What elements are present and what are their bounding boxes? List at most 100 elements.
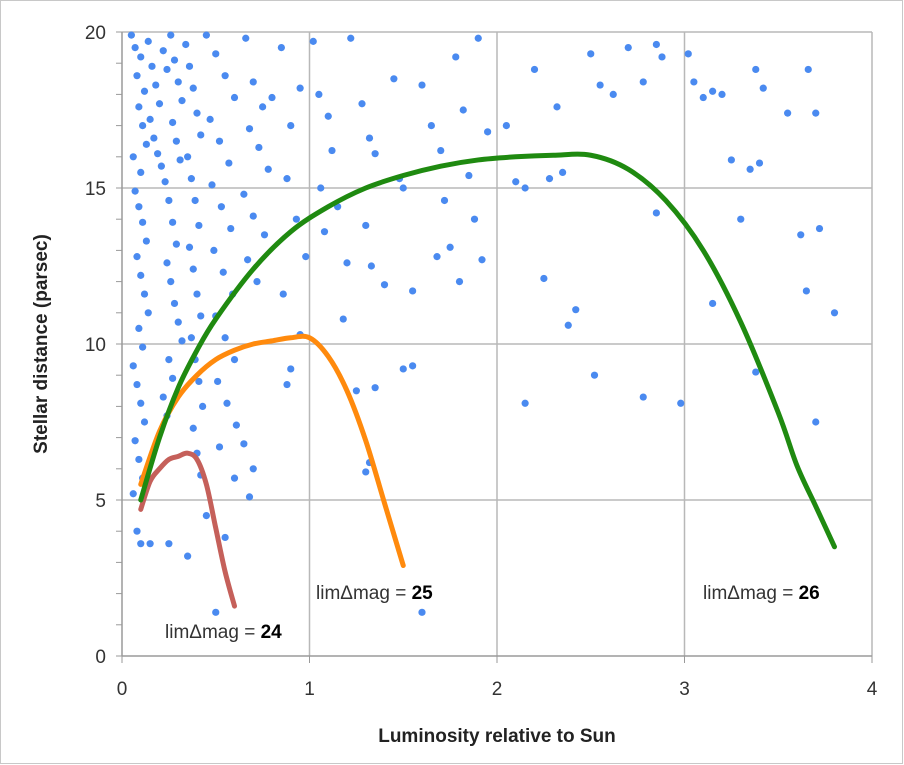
data-point (140, 87, 149, 95)
data-point (502, 122, 510, 130)
data-point (165, 540, 173, 548)
data-point (214, 377, 222, 386)
data-point (189, 265, 197, 273)
data-point (137, 540, 145, 548)
data-point (202, 31, 210, 39)
data-point (328, 146, 336, 155)
data-point (812, 418, 820, 426)
data-points (127, 31, 839, 616)
grid-lines (122, 31, 873, 656)
data-point (409, 362, 417, 370)
data-point (133, 380, 141, 389)
curve-label-prefix: limΔmag = (316, 583, 412, 604)
data-point (690, 78, 698, 86)
curve-label-value: 25 (412, 583, 434, 604)
data-point (684, 50, 692, 58)
data-point (221, 533, 229, 542)
data-point (802, 287, 810, 295)
data-point (225, 159, 233, 167)
data-point (142, 237, 150, 245)
data-point (797, 231, 805, 239)
x-tick-label: 3 (679, 679, 690, 700)
data-point (478, 256, 486, 264)
data-point (161, 178, 169, 186)
data-point (317, 184, 325, 192)
data-point (455, 278, 464, 286)
data-point (245, 125, 254, 133)
data-point (197, 131, 205, 139)
y-tick-label: 5 (95, 491, 106, 512)
data-point (163, 259, 171, 267)
data-point (169, 118, 177, 127)
data-point (174, 318, 182, 326)
data-point (277, 44, 285, 52)
data-point (474, 34, 482, 42)
data-point (652, 209, 660, 217)
data-point (264, 165, 272, 173)
data-point (208, 181, 216, 189)
data-point (752, 65, 760, 74)
data-point (131, 187, 139, 195)
data-point (167, 31, 175, 39)
data-point (624, 44, 632, 52)
data-point (440, 196, 449, 205)
data-point (737, 215, 745, 223)
data-point (129, 362, 137, 370)
data-point (279, 290, 287, 298)
tick-labels: 0 1 2 3 4 0 5 10 15 20 (85, 23, 878, 700)
data-point (150, 134, 158, 142)
data-point (540, 274, 548, 283)
data-point (339, 315, 347, 323)
curve-label-25: limΔmag = 25 (316, 583, 433, 604)
data-point (452, 53, 460, 61)
data-point (260, 231, 269, 239)
data-point (178, 97, 186, 105)
data-point (215, 137, 224, 145)
data-point (159, 47, 167, 55)
data-point (172, 137, 180, 145)
data-point (752, 368, 760, 376)
data-point (195, 221, 203, 230)
data-point (677, 399, 685, 407)
data-point (137, 53, 145, 61)
data-point (399, 184, 407, 192)
data-point (784, 109, 792, 117)
data-point (129, 490, 137, 498)
data-point (358, 100, 366, 108)
data-point (302, 253, 310, 261)
data-point (812, 109, 820, 117)
data-point (470, 215, 479, 223)
data-point (146, 540, 154, 548)
data-point (165, 356, 173, 364)
data-point (596, 81, 604, 89)
data-point (230, 93, 239, 102)
data-point (169, 374, 177, 382)
data-point (210, 246, 218, 254)
data-point (195, 377, 203, 386)
data-point (217, 203, 225, 211)
data-point (287, 122, 295, 130)
data-point (609, 90, 617, 98)
y-tick-label: 15 (85, 179, 106, 200)
data-point (347, 34, 355, 42)
data-point (215, 443, 224, 451)
data-point (639, 78, 647, 86)
data-point (572, 306, 580, 314)
data-point (727, 156, 735, 164)
data-point (152, 81, 160, 89)
curve-limdmag-26 (138, 151, 837, 550)
data-point (380, 281, 389, 289)
data-point (418, 608, 426, 616)
data-point (559, 168, 567, 176)
data-point (193, 290, 201, 298)
data-point (433, 253, 441, 261)
data-point (206, 115, 214, 123)
data-point (292, 215, 300, 223)
data-point (163, 65, 171, 74)
y-axis-title: Stellar distance (parsec) (31, 234, 52, 454)
data-point (174, 78, 182, 86)
data-point (167, 278, 175, 286)
data-point (446, 243, 454, 251)
